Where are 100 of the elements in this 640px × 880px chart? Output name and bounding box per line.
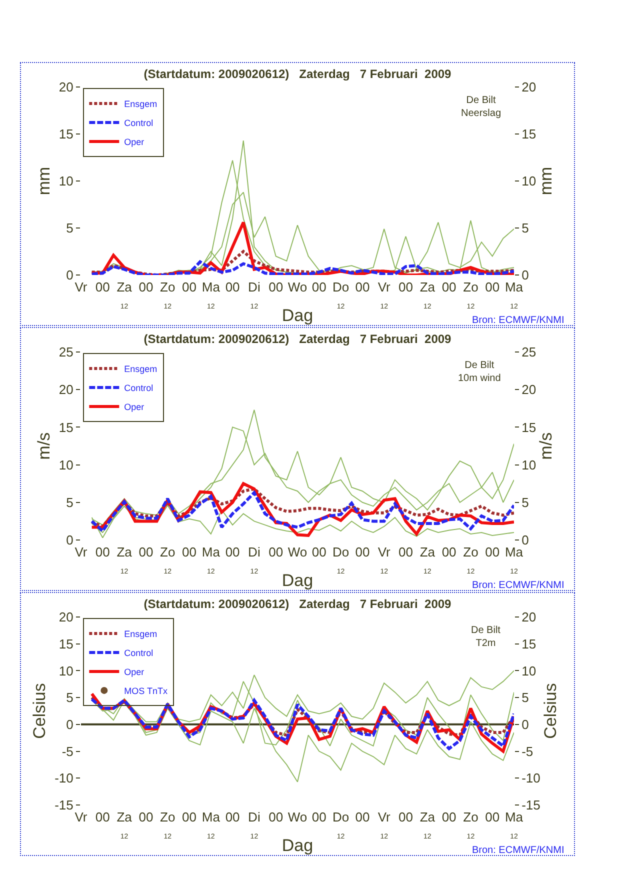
y2-tick-label: 15 [522,420,536,435]
y2-tick-label: 5 [522,494,529,510]
y2-axis-title: mm [536,166,556,196]
x-tick-label: 00 [225,544,240,560]
y-tick-label: 20 [58,382,74,398]
y2-tick-label: 5 [522,690,529,706]
annotation: De Bilt T2m [471,625,501,649]
legend-label: Oper [124,666,144,677]
y-tick-label: -5 [62,744,74,759]
x-tick-label: 00 [442,810,456,825]
x-tick-label: 00 [355,544,370,560]
x-tick-label: 00 [268,544,284,560]
x-tick-label: Vr [74,544,88,560]
annotation: De Bilt Neerslag [461,95,502,119]
y-tick-label: 20 [58,610,74,625]
y2-tick-label: 25 [522,344,536,360]
x-tick-label: 00 [268,810,284,825]
legend-label: Ensgem [124,364,158,374]
y2-tick-label: 0 [522,532,529,548]
y2-tick-label: 15 [522,636,536,652]
x-tick-label: 00 [442,544,456,560]
x-tick-label: 00 [355,810,370,825]
y-tick-label: 10 [58,663,74,678]
x-tick-label: 00 [182,280,196,295]
legend-label: Control [124,648,154,658]
x-tick-label: 00 [398,810,413,825]
x-tick-label: 00 [485,280,500,295]
legend-label: Ensgem [124,628,158,639]
legend-label: Oper [124,402,144,412]
y-axis-title: mm [34,166,54,196]
y2-axis-title: Celsius [540,683,560,739]
x-tick-label: 00 [138,810,154,825]
y2-tick-label: 15 [522,126,536,142]
y2-axis-title: m/s [536,432,556,460]
y-tick-label: 0 [66,532,74,548]
legend-label: Control [124,382,154,393]
x-tick-label: 00 [312,280,326,295]
x-tick-label: 00 [398,280,413,295]
x-tick-label: 00 [225,280,240,295]
y2-tick-label: -10 [522,770,540,786]
y2-tick-label: -5 [522,744,534,759]
y2-tick-label: 0 [522,268,529,283]
x-tick-label: 00 [138,280,154,295]
y-tick-label: -15 [54,798,74,813]
y-tick-label: 5 [66,220,74,236]
x-tick-label: 00 [182,544,196,560]
x-tick-label: 00 [485,544,500,560]
x-tick-label: 00 [485,810,500,825]
x-tick-label: 00 [95,810,110,825]
x-tick-label: Wo [288,810,308,825]
y-tick-label: 15 [58,420,74,435]
y-tick-label: 15 [58,126,74,142]
x-tick-label: 00 [182,810,196,825]
x-tick-label: 00 [95,280,110,295]
y-tick-label: -10 [54,770,74,786]
legend-label: MOS TnTx [124,686,168,696]
x-tick-label: 00 [398,544,413,560]
chart-title: (Startdatum: 2009020612) Zaterdag 7 Februari 2009 [144,332,452,346]
x-tick-label: 00 [355,280,370,295]
annotation: De Bilt 10m wind [458,360,501,384]
legend-label: Oper [124,136,144,147]
x-tick-label: 00 [225,810,240,825]
legend-label: Control [124,118,154,128]
y-tick-label: 20 [58,80,74,95]
y2-tick-label: 10 [522,174,536,189]
y2-tick-label: 0 [522,716,529,732]
text: Bron: ECMWF/KNMI [472,315,564,326]
y2-tick-label: -15 [522,798,540,813]
y2-tick-label: 10 [522,457,536,472]
x-axis-title: Dag [282,306,314,325]
y-tick-label: 10 [58,457,74,472]
y-tick-label: 25 [58,344,74,360]
x-axis-title: Dag [282,571,314,590]
x-tick-label: 00 [268,280,284,295]
x-axis-title: Dag [282,836,314,855]
x-tick-label: 00 [312,810,326,825]
x-tick-label: 00 [138,544,154,560]
legend-label: Ensgem [124,98,158,109]
y-axis-title: Celsius [30,683,50,739]
y-axis-title: m/s [34,432,54,460]
y2-tick-label: 20 [522,610,536,625]
x-tick-label: 00 [312,544,326,560]
y2-tick-label: 20 [522,382,536,398]
y-tick-label: 5 [66,690,74,706]
x-tick-label: Vr [74,280,88,295]
text: Bron: ECMWF/KNMI [472,580,564,591]
x-tick-label: Wo [288,280,308,295]
y-tick-label: 0 [66,716,74,732]
y2-tick-label: 10 [522,663,536,678]
chart-title: (Startdatum: 2009020612) Zaterdag 7 Februari 2009 [144,66,452,81]
y-tick-label: 5 [66,494,74,510]
chart-title: (Startdatum: 2009020612) Zaterdag 7 Februari 2009 [144,596,452,611]
y2-tick-label: 20 [522,80,536,95]
y-tick-label: 0 [66,268,74,283]
y-tick-label: 15 [58,636,74,652]
x-tick-label: 00 [95,544,110,560]
y-tick-label: 10 [58,174,74,189]
y2-tick-label: 5 [522,220,529,236]
text: Bron: ECMWF/KNMI [472,845,564,856]
x-tick-label: 00 [442,280,456,295]
